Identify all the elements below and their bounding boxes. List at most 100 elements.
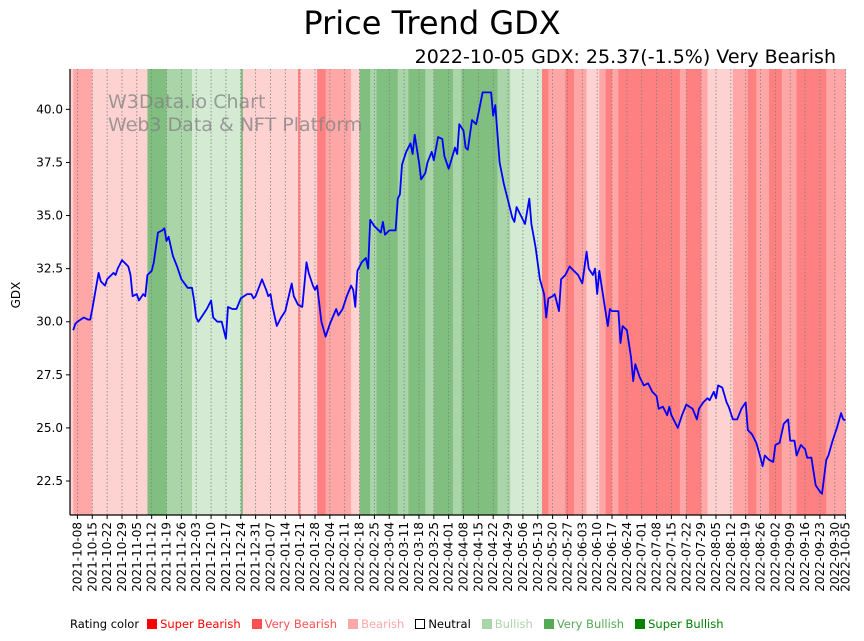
x-tick-label: 2022-04-22: [486, 522, 500, 592]
rating-band: [701, 69, 708, 515]
x-tick-label: 2022-06-10: [590, 522, 604, 592]
x-tick-label: 2022-04-08: [457, 522, 471, 592]
x-tick-label: 2021-11-19: [160, 522, 174, 592]
legend-label: Neutral: [428, 617, 471, 631]
rating-band: [826, 69, 846, 515]
x-tick-label: 2022-07-15: [664, 522, 678, 592]
x-tick-label: 2022-06-24: [620, 522, 634, 592]
legend-swatch: [415, 619, 426, 629]
legend-label: Very Bullish: [556, 617, 625, 631]
x-tick-label: 2021-12-17: [219, 522, 233, 592]
x-tick-label: 2021-10-15: [85, 522, 99, 592]
x-tick-label: 2021-11-05: [130, 522, 144, 592]
x-tick-label: 2022-07-22: [679, 522, 693, 592]
axes: [69, 69, 846, 516]
series-gdx: [72, 91, 846, 495]
x-tick-label: 2022-09-16: [798, 522, 812, 592]
legend-item: Very Bearish: [251, 617, 345, 631]
legend-label: Super Bullish: [648, 617, 724, 631]
legend-item: Very Bullish: [543, 617, 632, 631]
x-tick-label: 2022-01-28: [308, 522, 322, 592]
rating-band: [756, 69, 770, 515]
y-axis-label: GDX: [9, 282, 23, 309]
x-tick-label: 2022-04-29: [501, 522, 515, 592]
legend-swatch: [348, 619, 359, 629]
rating-band: [370, 69, 378, 515]
rating-band: [147, 69, 168, 515]
rating-band: [686, 69, 702, 515]
rating-band: [612, 69, 619, 515]
x-tick-label: 2021-12-24: [234, 522, 248, 592]
x-tick-label: 2022-09-09: [783, 522, 797, 592]
x-tick-label: 2022-08-19: [739, 522, 753, 592]
x-tick-label: 2022-04-15: [471, 522, 485, 592]
legend-label: Very Bearish: [264, 617, 338, 631]
x-tick-label: 2022-04-01: [442, 522, 456, 592]
rating-band: [300, 69, 318, 515]
y-tick-label: 32.5: [36, 262, 63, 276]
legend-swatch: [481, 619, 492, 629]
rating-band: [166, 69, 193, 515]
chart-subtitle: 2022-10-05 GDX: 25.37(-1.5%) Very Bearis…: [414, 46, 836, 68]
legend-item: Bullish: [481, 617, 541, 631]
x-tick-label: 2021-11-26: [174, 522, 188, 592]
x-tick-label: 2022-05-20: [546, 522, 560, 592]
rating-band: [605, 69, 613, 515]
x-tick-label: 2022-01-21: [293, 522, 307, 592]
legend-swatch: [147, 619, 158, 629]
x-tick-label: 2022-08-26: [754, 522, 768, 592]
rating-band: [317, 69, 327, 515]
y-tick-label: 40.0: [36, 102, 63, 116]
legend-label: Bullish: [494, 617, 533, 631]
y-axis-ticks: 22.5 25.0 27.5 30.0 32.5 35.0 37.5 40.0: [36, 102, 70, 488]
rating-band: [425, 69, 435, 515]
x-tick-label: 2022-03-04: [382, 522, 396, 592]
chart-title: Price Trend GDX: [303, 4, 561, 42]
rating-band: [679, 69, 687, 515]
rating-band: [565, 69, 575, 515]
rating-band: [191, 69, 242, 515]
x-tick-label: 2022-02-25: [367, 522, 381, 592]
x-tick-label: 2022-03-25: [427, 522, 441, 592]
x-axis-ticks: 2021-10-08 2021-10-15 2021-10-22 2021-10-29…: [70, 515, 852, 592]
x-tick-label: 2022-07-08: [650, 522, 664, 592]
rating-band: [510, 69, 543, 515]
x-tick-label: 2022-02-18: [353, 522, 367, 592]
y-tick-label: 22.5: [36, 474, 63, 488]
x-tick-label: 2021-12-03: [189, 522, 203, 592]
rating-band: [573, 69, 588, 515]
rating-band: [805, 69, 827, 515]
rating-band: [548, 69, 566, 515]
x-tick-label: 2021-12-10: [204, 522, 218, 592]
rating-legend: Rating color Super Bearish Very Bearish Be…: [70, 617, 735, 631]
watermark-line-1: W3Data.io Chart: [108, 91, 265, 113]
rating-band: [92, 69, 148, 515]
rating-band: [618, 69, 681, 515]
vertical-grid: [77, 69, 846, 515]
rating-band: [433, 69, 454, 515]
x-tick-label: 2022-03-11: [397, 522, 411, 592]
rating-band: [376, 69, 399, 515]
x-tick-label: 2022-01-14: [278, 522, 292, 592]
x-tick-label: 2022-07-29: [694, 522, 708, 592]
rating-band: [73, 69, 93, 515]
rating-band: [497, 69, 511, 515]
x-tick-label: 2022-06-17: [605, 522, 619, 592]
x-tick-label: 2022-09-23: [813, 522, 827, 592]
x-tick-label: 2022-09-30: [828, 522, 842, 592]
x-tick-label: 2022-05-13: [531, 522, 545, 592]
x-tick-label: 2021-10-29: [115, 522, 129, 592]
rating-band: [542, 69, 549, 515]
legend-label: Super Bearish: [160, 617, 241, 631]
x-tick-label: 2022-06-03: [575, 522, 589, 592]
rating-band: [397, 69, 409, 515]
x-tick-label: 2022-09-02: [768, 522, 782, 592]
series-line-gdx: [72, 91, 846, 495]
rating-band: [359, 69, 371, 515]
rating-band: [478, 69, 498, 515]
rating-band: [240, 69, 244, 515]
x-tick-label: 2022-08-05: [709, 522, 723, 592]
y-tick-label: 37.5: [36, 155, 63, 169]
rating-band: [452, 69, 462, 515]
